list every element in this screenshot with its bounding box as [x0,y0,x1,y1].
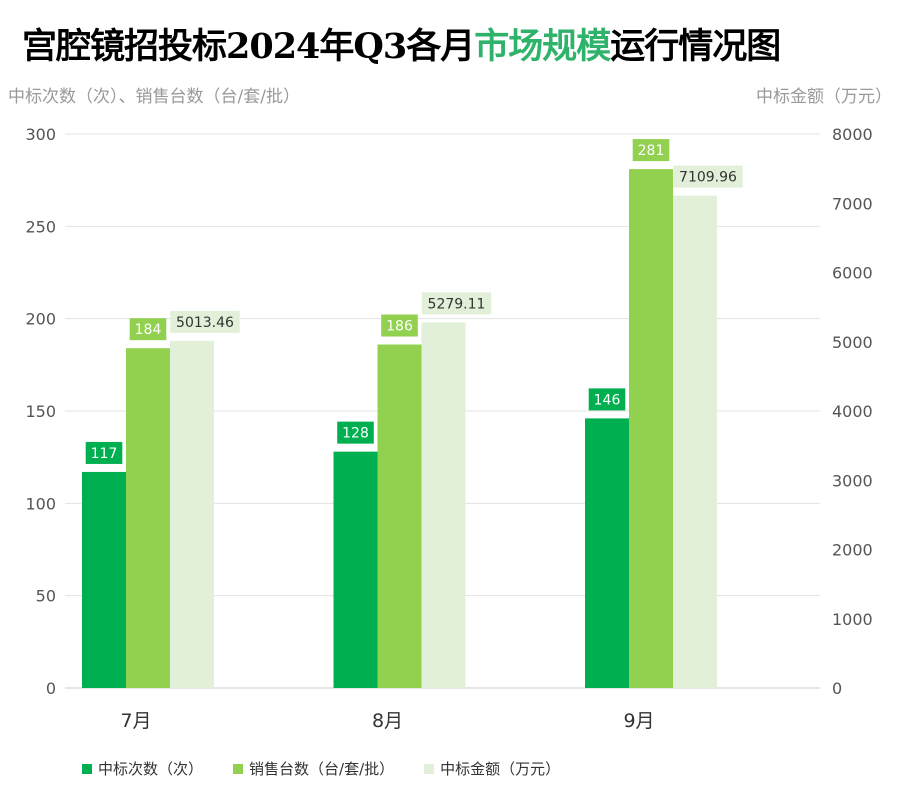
right-tick-label: 2000 [832,541,873,560]
title-suffix: 运行情况图 [610,26,781,67]
data-label: 7109.96 [679,170,737,186]
data-label: 184 [135,322,162,338]
bar [126,348,170,688]
left-tick-label: 250 [25,217,56,236]
category-label: 8月 [372,710,403,732]
bar [421,322,466,688]
legend: 中标次数（次） 销售台数（台/套/批） 中标金额（万元） [82,758,560,779]
data-label-box [632,139,670,162]
data-label-box [170,310,240,333]
data-label: 5013.46 [176,315,234,331]
right-tick-label: 5000 [832,333,873,352]
legend-label: 中标次数（次） [98,760,204,778]
data-label: 186 [386,319,413,335]
left-tick-label: 50 [36,587,56,606]
legend-label: 销售台数（台/套/批） [249,760,395,778]
right-tick-label: 7000 [832,194,873,213]
bar [333,451,378,688]
left-axis-label: 中标次数（次）、销售台数（台/套/批） [8,87,300,107]
legend-label: 中标金额（万元） [440,760,561,778]
bar [377,344,422,688]
legend-item: 中标次数（次） [82,758,203,779]
left-tick-label: 150 [25,402,56,421]
right-tick-label: 8000 [832,125,873,144]
data-label-box [673,165,743,188]
data-label-box [381,314,418,337]
bar [170,340,214,688]
right-tick-label: 0 [832,679,842,698]
data-label-box [421,292,492,315]
left-tick-label: 200 [25,310,56,329]
data-label: 117 [91,446,118,462]
category-label: 7月 [120,710,151,732]
data-label-box [588,388,626,411]
data-label-box [129,318,167,341]
left-tick-label: 300 [25,125,56,144]
bar [82,471,126,688]
legend-item: 销售台数（台/套/批） [233,758,394,779]
data-label: 128 [342,426,369,442]
title-prefix: 宫腔镜招投标2024年Q3各月 [22,26,475,67]
chart-title: 宫腔镜招投标2024年Q3各月市场规模运行情况图 [22,18,781,69]
data-label-box [337,421,374,444]
bar [673,195,717,689]
legend-swatch [233,763,244,774]
legend-swatch [82,763,92,774]
right-tick-label: 3000 [832,471,873,490]
right-axis-label: 中标金额（万元） [756,87,892,107]
bar [585,418,629,688]
data-label-box [85,441,123,464]
legend-item: 中标金额（万元） [424,758,560,779]
right-tick-label: 6000 [832,264,873,283]
right-tick-label: 1000 [832,610,873,629]
title-highlight: 市场规模 [474,26,611,67]
left-tick-label: 0 [46,679,56,698]
data-label: 146 [594,392,621,408]
category-label: 9月 [623,710,654,732]
left-tick-label: 100 [25,494,56,513]
data-label: 281 [638,143,665,159]
right-tick-label: 4000 [832,402,873,421]
legend-swatch [424,763,435,774]
bar [629,169,673,688]
data-label: 5279.11 [428,296,486,312]
